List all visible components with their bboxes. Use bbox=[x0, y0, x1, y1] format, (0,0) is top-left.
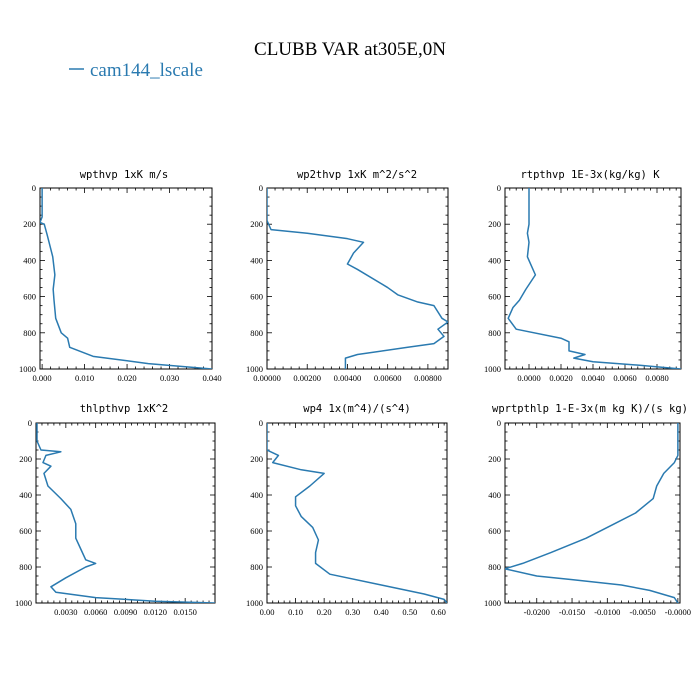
x-tick-label: -0.0100 bbox=[594, 607, 620, 617]
series-line-cam144_lscale bbox=[267, 188, 448, 369]
x-tick-label: 0.00800 bbox=[414, 373, 442, 383]
y-tick-label: 0 bbox=[259, 418, 263, 428]
x-tick-label: 0.20 bbox=[317, 607, 332, 617]
x-tick-label: -0.0050 bbox=[629, 607, 655, 617]
x-tick-label: 0.00000 bbox=[253, 373, 281, 383]
legend-label: cam144_lscale bbox=[90, 60, 203, 81]
y-tick-label: 0 bbox=[32, 183, 36, 193]
y-tick-label: 600 bbox=[19, 526, 32, 536]
series-line-cam144_lscale bbox=[507, 188, 681, 369]
y-tick-label: 0 bbox=[497, 183, 501, 193]
y-tick-label: 800 bbox=[488, 562, 501, 572]
y-tick-label: 600 bbox=[488, 292, 501, 302]
x-tick-label: 0.0030 bbox=[54, 607, 77, 617]
y-tick-label: 400 bbox=[488, 490, 501, 500]
x-tick-label: -0.0150 bbox=[559, 607, 585, 617]
y-tick-label: 200 bbox=[488, 219, 501, 229]
y-tick-label: 400 bbox=[23, 255, 36, 265]
y-tick-label: 400 bbox=[250, 490, 263, 500]
x-tick-label: 0.0120 bbox=[144, 607, 167, 617]
legend: cam144_lscale bbox=[69, 60, 203, 81]
y-tick-label: 0 bbox=[497, 418, 501, 428]
panel-title: wp4 1x(m^4)/(s^4) bbox=[303, 403, 410, 415]
y-tick-label: 600 bbox=[23, 292, 36, 302]
y-tick-label: 1000 bbox=[15, 598, 32, 608]
y-tick-label: 600 bbox=[250, 292, 263, 302]
y-tick-label: 200 bbox=[488, 454, 501, 464]
x-tick-label: 0.020 bbox=[117, 373, 136, 383]
y-tick-label: 400 bbox=[488, 255, 501, 265]
x-tick-label: 0.0150 bbox=[173, 607, 196, 617]
y-tick-label: 1000 bbox=[19, 364, 36, 374]
series-line-cam144_lscale bbox=[36, 423, 215, 603]
y-tick-label: 1000 bbox=[246, 598, 263, 608]
x-tick-label: 0.0020 bbox=[549, 373, 572, 383]
y-tick-label: 800 bbox=[488, 328, 501, 338]
x-tick-label: 0.00400 bbox=[334, 373, 362, 383]
x-tick-label: 0.000 bbox=[33, 373, 52, 383]
x-tick-label: 0.030 bbox=[160, 373, 179, 383]
panel-title: wpthvp 1xK m/s bbox=[80, 169, 169, 181]
panel-rtpthvp: rtpthvp 1E-3x(kg/kg) K 0 200 400 600 800 1000… bbox=[484, 169, 682, 383]
y-tick-label: 800 bbox=[19, 562, 32, 572]
y-tick-label: 400 bbox=[19, 490, 32, 500]
y-tick-label: 0 bbox=[259, 183, 263, 193]
y-tick-label: 800 bbox=[250, 328, 263, 338]
x-tick-label: 0.0090 bbox=[114, 607, 137, 617]
panel-title: wprtpthlp 1-E-3x(m kg K)/(s kg) bbox=[492, 403, 688, 415]
panel-title: wp2thvp 1xK m^2/s^2 bbox=[297, 169, 417, 181]
x-tick-label: 0.00 bbox=[260, 607, 275, 617]
y-tick-label: 1000 bbox=[484, 364, 501, 374]
panel-wp2thvp: wp2thvp 1xK m^2/s^2 020040060080010000.0… bbox=[246, 169, 449, 383]
panel-title: thlpthvp 1xK^2 bbox=[80, 403, 169, 415]
y-tick-label: 200 bbox=[250, 454, 263, 464]
y-tick-label: 1000 bbox=[484, 598, 501, 608]
x-tick-label: 0.0060 bbox=[613, 373, 636, 383]
x-tick-label: -0.0000 bbox=[665, 607, 691, 617]
figure-title: CLUBB VAR at305E,0N bbox=[254, 39, 446, 60]
x-tick-label: 0.00200 bbox=[293, 373, 321, 383]
y-tick-label: 600 bbox=[250, 526, 263, 536]
x-tick-label: 0.50 bbox=[402, 607, 417, 617]
x-tick-label: 0.00600 bbox=[374, 373, 402, 383]
x-tick-label: 0.010 bbox=[75, 373, 94, 383]
panel-title: rtpthvp 1E-3x(kg/kg) K bbox=[520, 169, 660, 181]
x-tick-label: -0.0200 bbox=[524, 607, 550, 617]
y-tick-label: 400 bbox=[250, 255, 263, 265]
x-tick-label: 0.040 bbox=[202, 373, 221, 383]
series-line-cam144_lscale bbox=[267, 423, 447, 603]
x-tick-label: 0.30 bbox=[345, 607, 360, 617]
x-tick-label: 0.60 bbox=[431, 607, 446, 617]
y-tick-label: 1000 bbox=[246, 364, 263, 374]
y-tick-label: 0 bbox=[28, 418, 32, 428]
y-tick-label: 200 bbox=[19, 454, 32, 464]
x-tick-label: 0.10 bbox=[288, 607, 303, 617]
y-tick-label: 800 bbox=[250, 562, 263, 572]
x-tick-label: 0.0080 bbox=[645, 373, 668, 383]
x-tick-label: 0.0040 bbox=[581, 373, 604, 383]
panel-thlpthvp: thlpthvp 1xK^2 0 200 400 600 800 1000 0.0030 0.… bbox=[15, 403, 216, 617]
series-line-cam144_lscale bbox=[40, 188, 212, 369]
y-tick-label: 600 bbox=[488, 526, 501, 536]
y-tick-label: 800 bbox=[23, 328, 36, 338]
series-line-cam144_lscale bbox=[505, 423, 679, 603]
x-tick-label: 0.0060 bbox=[84, 607, 107, 617]
x-tick-label: 0.40 bbox=[374, 607, 389, 617]
y-tick-label: 200 bbox=[250, 219, 263, 229]
x-tick-label: 0.0000 bbox=[517, 373, 540, 383]
y-tick-label: 200 bbox=[23, 219, 36, 229]
panel-wprtpthlp: wprtpthlp 1-E-3x(m kg K)/(s kg) 0 200 400 6… bbox=[484, 403, 691, 617]
